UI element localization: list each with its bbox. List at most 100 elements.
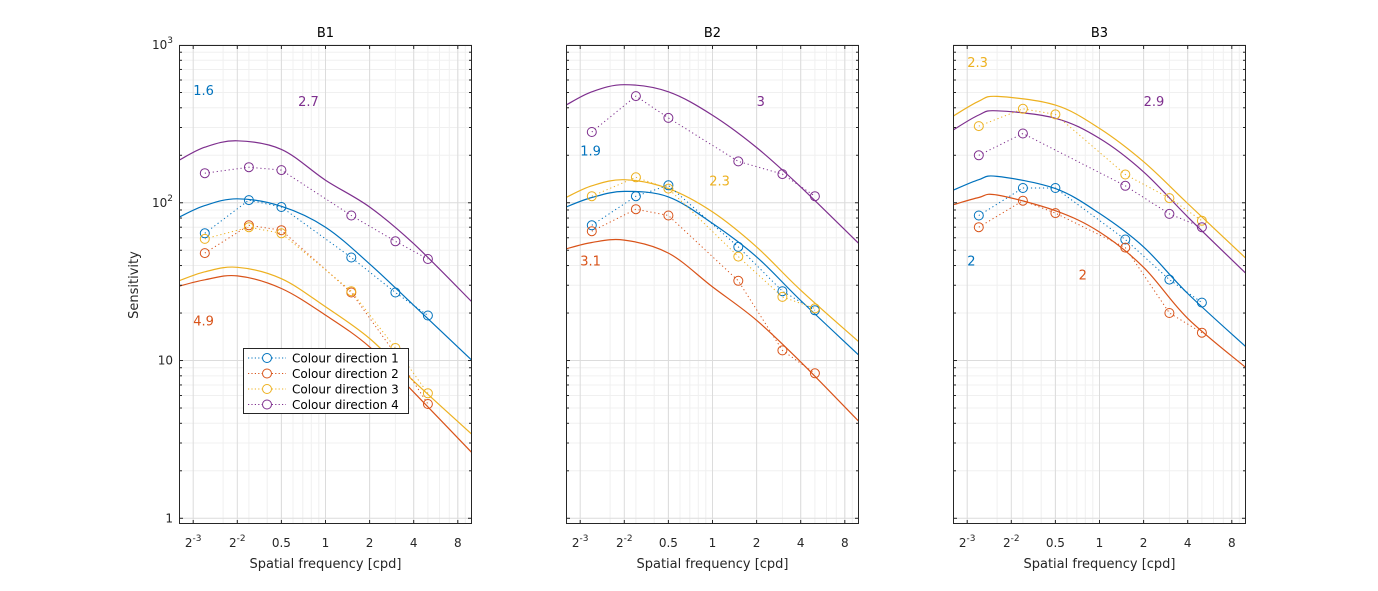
legend-item: Colour direction 4 bbox=[248, 398, 399, 412]
x-tick-label: 1 bbox=[322, 536, 330, 550]
data-point-colour-direction-1 bbox=[1050, 183, 1061, 193]
data-point-colour-direction-1 bbox=[973, 210, 984, 221]
x-tick-label: 8 bbox=[841, 536, 849, 550]
x-tick-label: 2-3 bbox=[572, 534, 589, 550]
data-point-colour-direction-1 bbox=[663, 180, 674, 191]
data-line-colour-direction-4 bbox=[204, 166, 429, 260]
major-grid bbox=[953, 44, 1246, 524]
data-line-colour-direction-4 bbox=[978, 132, 1203, 228]
legend-marker bbox=[262, 353, 272, 363]
data-point-colour-direction-2 bbox=[276, 225, 287, 236]
data-point-colour-direction-3 bbox=[663, 183, 674, 194]
data-point-colour-direction-4 bbox=[663, 112, 674, 123]
data-point-colour-direction-4 bbox=[1164, 208, 1175, 219]
x-tick-label: 4 bbox=[1184, 536, 1192, 550]
fit-curve-colour-direction-2 bbox=[179, 274, 472, 454]
x-tick-label: 2 bbox=[753, 536, 761, 550]
legend-item: Colour direction 2 bbox=[248, 367, 399, 381]
fit-annotation: 2.3 bbox=[967, 56, 988, 71]
data-point-colour-direction-4 bbox=[243, 162, 254, 173]
data-point-colour-direction-2 bbox=[733, 275, 744, 286]
x-tick-label: 2-3 bbox=[959, 534, 976, 550]
data-point-colour-direction-2 bbox=[1120, 242, 1131, 253]
x-tick-label: 2-3 bbox=[185, 534, 202, 550]
data-point-colour-direction-4 bbox=[777, 169, 788, 180]
data-point-colour-direction-3 bbox=[243, 222, 254, 233]
fit-curve-colour-direction-2 bbox=[953, 193, 1246, 369]
x-tick-label: 4 bbox=[410, 536, 418, 550]
data-point-colour-direction-3 bbox=[733, 251, 744, 262]
x-tick-label: 0.5 bbox=[272, 536, 291, 550]
x-tick-label: 0.5 bbox=[659, 536, 678, 550]
x-tick-label: 8 bbox=[454, 536, 462, 550]
fit-curve-colour-direction-4 bbox=[179, 140, 472, 303]
plot-content bbox=[953, 95, 1246, 369]
x-tick-label: 2-2 bbox=[616, 534, 633, 550]
data-point-colour-direction-1 bbox=[1017, 183, 1028, 193]
data-point-colour-direction-2 bbox=[630, 204, 641, 215]
x-tick-label: 8 bbox=[1228, 536, 1236, 550]
fit-curve-colour-direction-3 bbox=[566, 179, 859, 343]
x-axis-label: Spatial frequency [cpd] bbox=[1023, 557, 1175, 572]
data-line-colour-direction-2 bbox=[591, 208, 816, 374]
fit-curve-colour-direction-4 bbox=[953, 110, 1246, 274]
data-point-colour-direction-3 bbox=[422, 388, 433, 399]
fit-curve-colour-direction-3 bbox=[953, 95, 1246, 259]
fit-curve-colour-direction-1 bbox=[566, 190, 859, 356]
data-point-colour-direction-4 bbox=[346, 210, 357, 221]
tick-marks bbox=[953, 45, 1246, 524]
legend-label: Colour direction 2 bbox=[292, 367, 399, 381]
data-point-colour-direction-1 bbox=[276, 202, 287, 212]
fit-annotation: 2.3 bbox=[709, 175, 730, 190]
data-point-colour-direction-4 bbox=[422, 254, 433, 264]
tick-marks bbox=[566, 45, 859, 524]
legend-marker bbox=[262, 384, 272, 394]
x-tick-label: 1 bbox=[709, 536, 717, 550]
data-point-colour-direction-3 bbox=[1017, 103, 1028, 114]
data-point-colour-direction-4 bbox=[276, 165, 287, 176]
data-point-colour-direction-3 bbox=[1196, 215, 1207, 226]
data-point-colour-direction-3 bbox=[777, 291, 788, 302]
data-point-colour-direction-4 bbox=[1120, 180, 1131, 191]
y-tick-label: 102 bbox=[152, 194, 173, 210]
legend-marker bbox=[262, 399, 272, 410]
data-point-colour-direction-1 bbox=[422, 310, 433, 321]
x-tick-label: 2-2 bbox=[229, 534, 246, 550]
panel-b2: 1.9 3.1 2.3 3 2-3 2-2 0.5 1 2 4 8 B2 Spatial frequen… bbox=[566, 26, 859, 572]
x-axis-label: Spatial frequency [cpd] bbox=[636, 557, 788, 572]
data-point-colour-direction-3 bbox=[809, 303, 820, 314]
panel-title: B1 bbox=[317, 26, 334, 41]
data-point-colour-direction-3 bbox=[586, 191, 597, 202]
data-point-colour-direction-1 bbox=[1196, 297, 1207, 308]
data-point-colour-direction-1 bbox=[1120, 234, 1131, 245]
fit-curve-colour-direction-1 bbox=[953, 175, 1246, 348]
x-tick-label: 1 bbox=[1096, 536, 1104, 550]
data-point-colour-direction-2 bbox=[1196, 327, 1207, 338]
fit-annotation: 1.9 bbox=[580, 144, 601, 159]
fit-annotation: 2.7 bbox=[298, 95, 319, 110]
data-point-colour-direction-4 bbox=[809, 191, 820, 202]
data-line-colour-direction-3 bbox=[204, 226, 429, 394]
plot-content bbox=[566, 84, 859, 423]
x-tick-label: 4 bbox=[797, 536, 805, 550]
major-grid bbox=[179, 44, 472, 524]
data-point-colour-direction-2 bbox=[973, 222, 984, 233]
data-point-colour-direction-3 bbox=[346, 286, 357, 297]
data-point-colour-direction-4 bbox=[733, 156, 744, 167]
data-point-colour-direction-4 bbox=[1196, 222, 1207, 233]
fit-curve-colour-direction-3 bbox=[179, 266, 472, 435]
data-point-colour-direction-3 bbox=[973, 121, 984, 132]
data-point-colour-direction-4 bbox=[586, 127, 597, 137]
y-axis-label: Sensitivity bbox=[127, 251, 142, 319]
x-tick-label: 2-2 bbox=[1003, 534, 1020, 550]
data-point-colour-direction-3 bbox=[199, 233, 210, 244]
legend-label: Colour direction 4 bbox=[292, 398, 399, 412]
x-tick-label: 2 bbox=[366, 536, 374, 550]
panel-title: B3 bbox=[1091, 26, 1108, 41]
data-line-colour-direction-3 bbox=[978, 108, 1203, 222]
fit-annotation: 4.9 bbox=[193, 314, 214, 329]
legend-label: Colour direction 1 bbox=[292, 352, 399, 366]
fit-annotation: 2 bbox=[1079, 269, 1087, 284]
